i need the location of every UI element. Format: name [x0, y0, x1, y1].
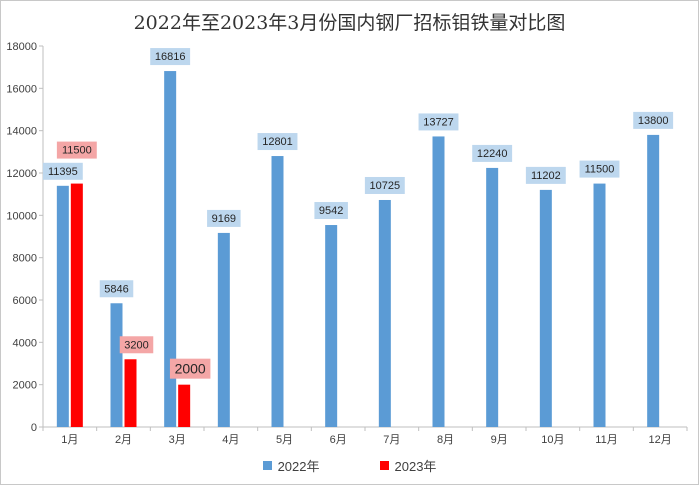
- data-label: 11500: [62, 145, 92, 157]
- data-label-box: [42, 162, 83, 180]
- chart-title: 2022年至2023年3月份国内钢厂招标钼铁量对比图: [133, 12, 566, 34]
- data-label-box: [99, 280, 134, 298]
- x-tick-label: 5月: [276, 434, 293, 446]
- bar-2022[interactable]: [486, 167, 499, 428]
- bar-2023[interactable]: [124, 359, 137, 427]
- y-tick-label: 14000: [6, 126, 37, 138]
- x-axis: 1月 2月 3月 4月 5月 6月 7月 8月 9月 10月 11月 12月: [42, 426, 688, 446]
- x-tick-label: 10月: [541, 434, 564, 446]
- legend-swatch-2023: [379, 461, 389, 470]
- bar-2022[interactable]: [164, 71, 177, 427]
- y-tick-label: 8000: [13, 253, 37, 265]
- legend-item-2022[interactable]: 2022年: [262, 456, 320, 475]
- data-label-box: [472, 144, 513, 162]
- x-tick-label: 12月: [649, 434, 672, 446]
- data-label-box: [525, 166, 566, 184]
- data-label-box: [56, 141, 97, 159]
- data-label: 9542: [319, 205, 343, 217]
- x-tick-label: 2月: [115, 434, 132, 446]
- bar-2022[interactable]: [378, 199, 391, 427]
- data-label: 13800: [638, 115, 669, 127]
- data-label-box: [418, 113, 459, 131]
- y-tick-label: 12000: [6, 168, 37, 180]
- data-label: 11395: [48, 166, 78, 178]
- data-label-box: [150, 48, 191, 66]
- bar-2022[interactable]: [325, 225, 338, 427]
- data-label-box: [119, 336, 154, 354]
- legend-label-2023: 2023年: [394, 459, 437, 474]
- legend-item-2023[interactable]: 2023年: [379, 456, 437, 475]
- y-tick-label: 6000: [13, 295, 37, 307]
- bar-2022[interactable]: [110, 303, 123, 427]
- data-label: 12801: [262, 136, 293, 148]
- x-tick-label: 7月: [383, 434, 400, 446]
- x-tick-label: 8月: [437, 434, 454, 446]
- y-axis: 0 2000 4000 6000 8000 10000 12000 14000 16000 180…: [6, 41, 44, 434]
- data-label: 13727: [423, 116, 454, 128]
- y-tick-label: 0: [31, 422, 37, 434]
- data-label: 11500: [585, 164, 615, 176]
- data-labels: 11395 5846 16816 9169 12801 9542 10725 13727 122…: [42, 48, 674, 379]
- data-label: 16816: [155, 51, 186, 63]
- x-tick-label: 3月: [169, 434, 186, 446]
- data-label-box: [169, 358, 211, 379]
- legend: 2022年 2023年: [0, 456, 699, 475]
- y-tick-label: 4000: [13, 337, 37, 349]
- bar-2022[interactable]: [647, 134, 660, 427]
- data-label: 11202: [531, 170, 561, 182]
- data-label: 10725: [370, 180, 401, 192]
- data-label: 9169: [212, 213, 236, 225]
- data-label-box: [633, 111, 674, 129]
- y-tick-label: 16000: [6, 83, 37, 95]
- bar-2022[interactable]: [56, 185, 69, 427]
- x-tick-label: 4月: [222, 434, 239, 446]
- x-tick-label: 9月: [491, 434, 508, 446]
- x-tick-label: 11月: [595, 434, 617, 446]
- data-label: 12240: [477, 148, 508, 160]
- y-tick-label: 2000: [13, 380, 37, 392]
- x-tick-label: 1月: [61, 434, 78, 446]
- data-label: 3200: [124, 339, 148, 351]
- data-label-box: [257, 133, 298, 151]
- y-tick-label: 18000: [6, 41, 37, 53]
- bar-2022[interactable]: [217, 232, 230, 427]
- y-tick-label: 10000: [6, 210, 37, 222]
- bar-2023[interactable]: [178, 384, 191, 427]
- data-label-box: [207, 209, 241, 227]
- data-label: 2000: [175, 361, 206, 377]
- data-label: 5846: [104, 283, 128, 295]
- bar-2022[interactable]: [539, 189, 552, 427]
- data-label-box: [364, 176, 405, 194]
- legend-swatch-2022: [262, 461, 272, 470]
- bar-2022[interactable]: [593, 183, 606, 427]
- bars: [56, 71, 660, 428]
- data-label-box: [314, 202, 348, 220]
- legend-label-2022: 2022年: [277, 459, 320, 474]
- data-label-box: [579, 160, 620, 178]
- bar-2022[interactable]: [432, 136, 445, 427]
- bar-2023[interactable]: [70, 183, 83, 427]
- x-tick-label: 6月: [330, 434, 347, 446]
- bar-2022[interactable]: [271, 156, 284, 427]
